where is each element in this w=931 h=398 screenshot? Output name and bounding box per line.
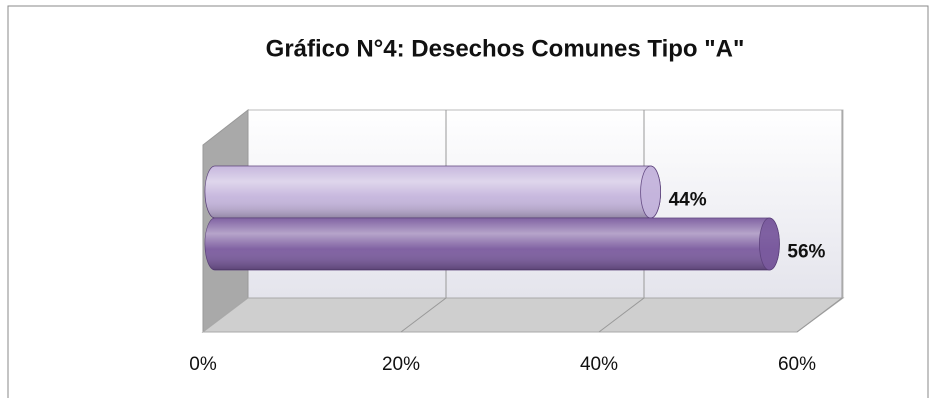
data-label: 56%: [787, 241, 825, 262]
data-label: 44%: [669, 189, 707, 210]
x-tick-label: 0%: [189, 354, 217, 375]
bar-cap: [759, 217, 780, 271]
grid-line: [796, 110, 843, 333]
x-tick-label: 60%: [778, 354, 816, 375]
x-tick-label: 40%: [580, 354, 618, 375]
bar-shine: [205, 218, 780, 270]
bar-shine: [205, 166, 661, 219]
bar-cap: [640, 165, 661, 219]
chart-title: Gráfico N°4: Desechos Comunes Tipo "A": [266, 35, 745, 62]
x-tick-label: 20%: [382, 354, 420, 375]
floor: [201, 297, 845, 333]
